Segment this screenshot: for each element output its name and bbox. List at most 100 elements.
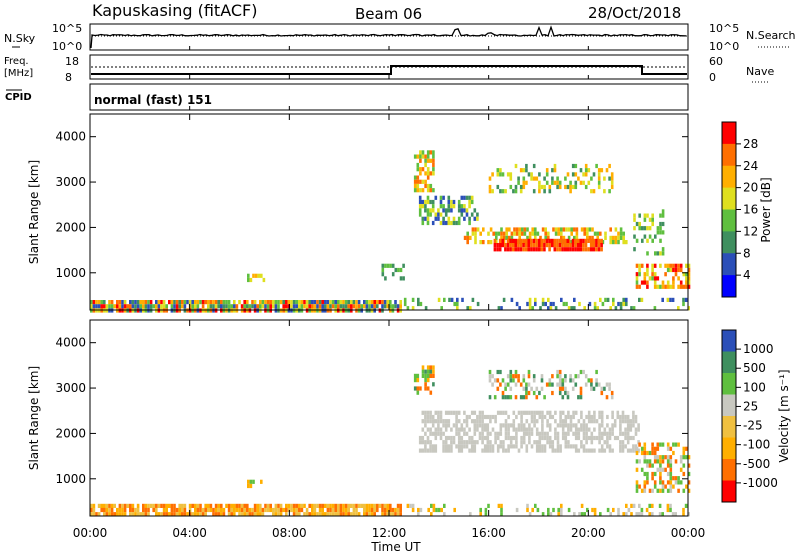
heatmap-cell <box>253 507 257 513</box>
heatmap-cell <box>399 300 402 305</box>
heatmap-cell <box>669 484 673 489</box>
heatmap-cell <box>522 386 526 391</box>
heatmap-cell <box>661 251 665 256</box>
heatmap-cell <box>640 488 644 493</box>
heatmap-cell <box>558 238 562 243</box>
heatmap-cell <box>567 235 571 240</box>
heatmap-cell <box>564 423 568 428</box>
heatmap-cell <box>285 512 288 517</box>
y-tick-label: 4000 <box>55 130 86 144</box>
colorbar-tick-label: 1000 <box>743 342 774 356</box>
heatmap-cell <box>321 503 324 508</box>
heatmap-cell <box>331 503 335 508</box>
heatmap-cell <box>571 184 575 190</box>
heatmap-cell <box>468 440 471 445</box>
heatmap-cell <box>383 304 387 309</box>
heatmap-cell <box>565 227 568 232</box>
heatmap-cell <box>566 243 570 248</box>
heatmap-cell <box>575 235 579 240</box>
heatmap-cell <box>527 390 531 396</box>
heatmap-cell <box>654 234 657 239</box>
heatmap-cell <box>103 512 106 517</box>
heatmap-cell <box>424 208 427 213</box>
heatmap-cell <box>396 304 400 309</box>
heatmap-cell <box>499 440 503 445</box>
heatmap-cell <box>541 435 544 441</box>
heatmap-cell <box>524 238 528 243</box>
heatmap-cell <box>520 427 523 432</box>
heatmap-cell <box>522 423 526 428</box>
heatmap-cell <box>142 512 145 517</box>
heatmap-cell <box>595 382 598 387</box>
heatmap-cell <box>567 440 570 445</box>
heatmap-cell <box>431 220 435 226</box>
heatmap-cell <box>478 410 482 415</box>
heatmap-cell <box>381 512 384 517</box>
heatmap-cell <box>679 467 683 472</box>
heatmap-cell <box>131 507 135 513</box>
heatmap-cell <box>504 386 507 391</box>
heatmap-cell <box>381 507 384 513</box>
heatmap-cell <box>577 395 580 400</box>
heatmap-cell <box>624 414 627 420</box>
heatmap-cell <box>509 395 513 400</box>
heatmap-cell <box>434 435 438 441</box>
heatmap-cell <box>427 507 430 513</box>
heatmap-cell <box>643 484 647 489</box>
heatmap-cell <box>509 172 513 177</box>
heatmap-cell <box>514 184 518 190</box>
heatmap-cell <box>584 382 588 387</box>
heatmap-cell <box>303 300 306 305</box>
heatmap-cell <box>567 410 570 415</box>
heatmap-cell <box>227 507 231 513</box>
heatmap-cell <box>528 297 532 302</box>
heatmap-cell <box>517 427 521 432</box>
heatmap-cell <box>110 503 114 508</box>
heatmap-cell <box>548 444 552 449</box>
heatmap-cell <box>535 431 539 436</box>
heatmap-cell <box>481 427 484 432</box>
heatmap-cell <box>473 444 477 449</box>
heatmap-cell <box>525 180 528 185</box>
heatmap-cell <box>447 220 451 226</box>
heatmap-cell <box>635 512 638 517</box>
heatmap-cell <box>653 284 657 289</box>
heatmap-cell <box>638 484 641 489</box>
heatmap-cell <box>580 440 583 445</box>
heatmap-cell <box>669 459 673 464</box>
heatmap-cell <box>679 280 683 285</box>
heatmap-cell <box>303 512 306 517</box>
heatmap-cell <box>585 427 588 432</box>
heatmap-cell <box>600 431 604 436</box>
heatmap-cell <box>531 227 534 232</box>
heatmap-cell <box>235 503 239 508</box>
heatmap-cell <box>103 300 106 305</box>
heatmap-cell <box>419 301 423 307</box>
heatmap-cell <box>548 189 552 194</box>
heatmap-cell <box>685 284 688 289</box>
heatmap-cell <box>501 395 505 400</box>
heatmap-cell <box>672 284 675 289</box>
heatmap-cell <box>600 448 604 453</box>
heatmap-cell <box>468 448 471 453</box>
heatmap-cell <box>442 423 445 428</box>
x-tick-label: 00:00 <box>73 526 108 540</box>
heatmap-cell <box>574 238 577 243</box>
heatmap-cell <box>419 150 422 155</box>
heatmap-cell <box>593 231 597 236</box>
heatmap-cell <box>373 512 376 517</box>
heatmap-cell <box>290 507 293 513</box>
heatmap-cell <box>391 263 395 268</box>
heatmap-cell <box>368 503 371 508</box>
heatmap-cell <box>103 507 106 513</box>
heatmap-cell <box>344 300 348 305</box>
heatmap-cell <box>144 300 148 305</box>
heatmap-cell <box>527 243 531 248</box>
heatmap-cell <box>528 431 531 436</box>
nave-label: Nave <box>746 65 774 78</box>
heatmap-cell <box>439 199 443 205</box>
x-tick-label: 08:00 <box>272 526 307 540</box>
heatmap-cell <box>597 180 601 185</box>
heatmap-cell <box>492 231 495 236</box>
